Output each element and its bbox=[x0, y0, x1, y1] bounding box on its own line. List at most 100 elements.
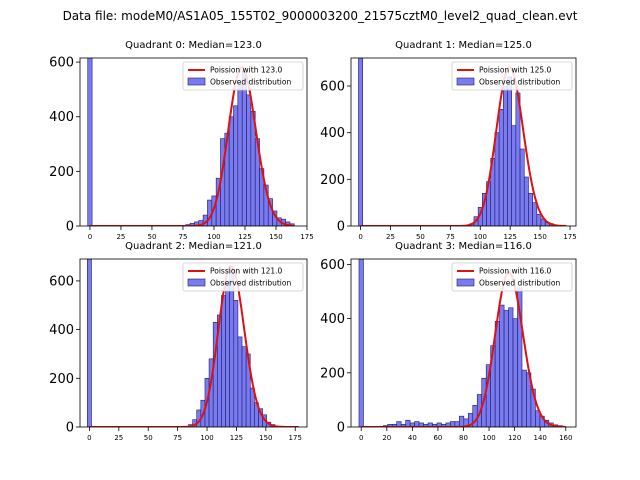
histogram-bar bbox=[536, 214, 542, 226]
histogram-bar bbox=[494, 132, 500, 226]
x-tick-label: 40 bbox=[408, 434, 417, 442]
x-tick-label: 175 bbox=[289, 434, 302, 442]
x-tick-label: 140 bbox=[534, 434, 547, 442]
x-tick-label: 75 bbox=[173, 434, 182, 442]
legend-bar-swatch bbox=[187, 278, 206, 287]
histogram-bar bbox=[241, 69, 247, 226]
x-tick-label: 175 bbox=[300, 233, 313, 241]
subplot-quadrant-0: Quadrant 0: Median=123.0 0 200 400 600 0 25 50 7… bbox=[49, 40, 314, 241]
y-tick-label: 600 bbox=[320, 80, 345, 95]
histogram-bar bbox=[523, 176, 529, 226]
x-tick-label: 0 bbox=[88, 233, 92, 241]
y-tick-label: 600 bbox=[49, 274, 74, 289]
histogram-bar bbox=[512, 318, 518, 427]
x-tick-label: 120 bbox=[508, 434, 521, 442]
x-tick-label: 175 bbox=[563, 233, 576, 241]
x-tick-label: 75 bbox=[446, 233, 455, 241]
histogram-bar bbox=[521, 369, 527, 427]
histogram-bar bbox=[87, 259, 92, 427]
legend-label-poisson: Poission with 125.0 bbox=[479, 66, 552, 75]
histogram-bar bbox=[87, 58, 93, 226]
histogram-bar bbox=[511, 125, 517, 226]
axes-frame bbox=[79, 258, 308, 428]
x-tick-label: 125 bbox=[230, 434, 243, 442]
legend-label-observed: Observed distribution bbox=[479, 279, 560, 288]
histogram-bar bbox=[405, 419, 411, 427]
legend: Poission with 125.0 Observed distribution bbox=[451, 61, 573, 91]
histogram-bar bbox=[528, 193, 533, 226]
y-tick-label: 0 bbox=[66, 220, 74, 235]
subplot-quadrant-2: Quadrant 2: Median=121.0 0 200 400 600 0 25 50 7… bbox=[49, 241, 308, 442]
legend-bar-swatch bbox=[456, 278, 475, 287]
histogram-bar bbox=[233, 300, 239, 427]
x-tick-label: 125 bbox=[238, 233, 251, 241]
x-tick-label: 150 bbox=[533, 233, 546, 241]
legend-label-observed: Observed distribution bbox=[210, 78, 291, 87]
histogram-bar bbox=[228, 116, 234, 226]
figure-suptitle: Data file: modeM0/AS1A05_155T02_90000032… bbox=[63, 9, 578, 23]
legend-box bbox=[182, 262, 304, 292]
histogram-bar bbox=[515, 92, 521, 226]
y-tick-label: 600 bbox=[49, 56, 74, 71]
x-tick-label: 125 bbox=[503, 233, 516, 241]
y-tick-label: 200 bbox=[320, 173, 345, 188]
axes-frame bbox=[79, 57, 308, 227]
subplot-title: Quadrant 0: Median=123.0 bbox=[125, 40, 262, 51]
histogram-bar bbox=[233, 105, 239, 226]
histogram-bar bbox=[507, 76, 512, 226]
subplot-quadrant-3: Quadrant 3: Median=116.0 0 200 400 600 0 20 40 6… bbox=[320, 241, 577, 442]
histogram-bar bbox=[499, 304, 505, 427]
y-tick-label: 200 bbox=[49, 165, 74, 180]
y-tick-label: 400 bbox=[49, 323, 74, 338]
x-tick-label: 20 bbox=[382, 434, 391, 442]
poisson-curve bbox=[89, 265, 299, 427]
x-tick-label: 25 bbox=[386, 233, 395, 241]
subplot-quadrant-1: Quadrant 1: Median=125.0 0 200 400 600 0 25 50 7… bbox=[320, 40, 577, 241]
plot-area-2 bbox=[87, 259, 299, 427]
legend-box bbox=[182, 61, 304, 91]
legend: Poission with 123.0 Observed distribution bbox=[182, 61, 304, 91]
x-tick-label: 75 bbox=[178, 233, 187, 241]
histogram-bar bbox=[246, 94, 252, 226]
y-tick-label: 0 bbox=[337, 220, 345, 235]
y-tick-label: 200 bbox=[49, 372, 74, 387]
legend-label-poisson: Poission with 121.0 bbox=[210, 267, 283, 276]
legend-label-observed: Observed distribution bbox=[210, 279, 291, 288]
legend-bar-swatch bbox=[187, 77, 206, 86]
histogram-bar bbox=[494, 321, 500, 427]
x-tick-label: 50 bbox=[416, 233, 425, 241]
histogram-bar bbox=[237, 336, 243, 427]
histogram-bar bbox=[459, 415, 465, 427]
histogram-bar bbox=[503, 310, 509, 427]
legend-label-poisson: Poission with 123.0 bbox=[210, 66, 283, 75]
legend: Poission with 116.0 Observed distribution bbox=[451, 262, 573, 292]
histogram-bar bbox=[532, 202, 538, 226]
y-tick-label: 200 bbox=[320, 366, 345, 381]
legend-label-observed: Observed distribution bbox=[479, 78, 560, 87]
legend-label-poisson: Poission with 116.0 bbox=[479, 267, 552, 276]
histogram-bar bbox=[250, 110, 256, 226]
y-tick-label: 600 bbox=[320, 258, 345, 273]
x-tick-label: 0 bbox=[359, 434, 363, 442]
histogram-bar bbox=[519, 148, 525, 226]
subplot-title: Quadrant 1: Median=125.0 bbox=[395, 40, 532, 51]
y-tick-label: 0 bbox=[337, 421, 345, 436]
legend-box bbox=[451, 61, 573, 91]
subplot-title: Quadrant 3: Median=116.0 bbox=[395, 241, 532, 252]
histogram-bar bbox=[221, 295, 226, 427]
poisson-curve bbox=[360, 66, 567, 226]
x-tick-label: 150 bbox=[259, 434, 272, 442]
x-tick-label: 50 bbox=[144, 434, 153, 442]
axes-frame bbox=[350, 57, 577, 227]
y-tick-label: 0 bbox=[66, 421, 74, 436]
x-tick-label: 100 bbox=[474, 233, 487, 241]
x-tick-label: 25 bbox=[116, 233, 125, 241]
histogram-bar bbox=[225, 280, 230, 427]
histogram-bar bbox=[498, 109, 504, 226]
x-tick-label: 100 bbox=[482, 434, 495, 442]
y-tick-label: 400 bbox=[320, 126, 345, 141]
legend: Poission with 121.0 Observed distribution bbox=[182, 262, 304, 292]
x-tick-label: 0 bbox=[358, 233, 362, 241]
histogram-bar bbox=[358, 58, 363, 226]
